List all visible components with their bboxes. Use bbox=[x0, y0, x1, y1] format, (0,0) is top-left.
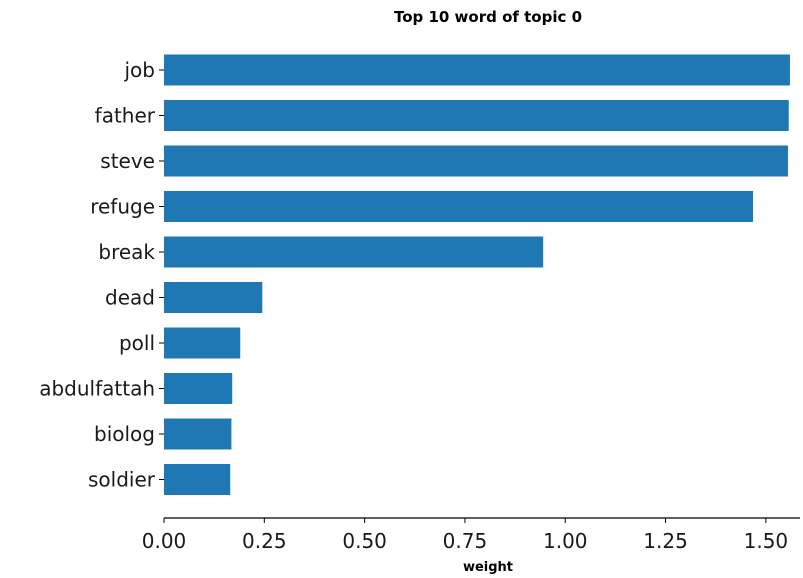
x-tick-label: 1.25 bbox=[643, 529, 688, 553]
category-label-father: father bbox=[95, 104, 156, 128]
bar-refuge bbox=[164, 191, 754, 222]
x-tick-label: 0.25 bbox=[242, 529, 287, 553]
category-label-dead: dead bbox=[105, 286, 155, 310]
bar-abdulfattah bbox=[164, 373, 233, 404]
category-label-refuge: refuge bbox=[90, 195, 155, 219]
x-tick-label: 0.00 bbox=[142, 529, 187, 553]
bar-poll bbox=[164, 327, 241, 359]
category-label-soldier: soldier bbox=[88, 468, 156, 492]
bar-dead bbox=[164, 282, 263, 313]
category-label-break: break bbox=[98, 240, 155, 264]
x-tick-label: 1.00 bbox=[543, 529, 588, 553]
category-label-poll: poll bbox=[119, 331, 155, 355]
category-label-biolog: biolog bbox=[94, 422, 155, 446]
bars-group bbox=[164, 54, 790, 495]
bar-steve bbox=[164, 145, 788, 177]
bar-job bbox=[164, 54, 790, 86]
x-tick-label: 1.50 bbox=[744, 529, 789, 553]
category-label-steve: steve bbox=[100, 149, 155, 173]
x-tick-label: 0.75 bbox=[443, 529, 488, 553]
y-axis: job father steve refuge break dead poll abdulfa… bbox=[39, 58, 164, 492]
chart-title: Top 10 word of topic 0 bbox=[394, 8, 582, 26]
bar-father bbox=[164, 100, 789, 131]
category-label-job: job bbox=[124, 58, 156, 82]
bar-biolog bbox=[164, 418, 232, 450]
category-label-abdulfattah: abdulfattah bbox=[39, 377, 155, 401]
x-axis: 0.00 0.25 0.50 0.75 1.00 1.25 1.50 bbox=[142, 517, 800, 553]
bar-break bbox=[164, 236, 544, 268]
x-tick-label: 0.50 bbox=[342, 529, 387, 553]
bar-soldier bbox=[164, 464, 231, 495]
x-axis-label: weight bbox=[463, 560, 513, 575]
